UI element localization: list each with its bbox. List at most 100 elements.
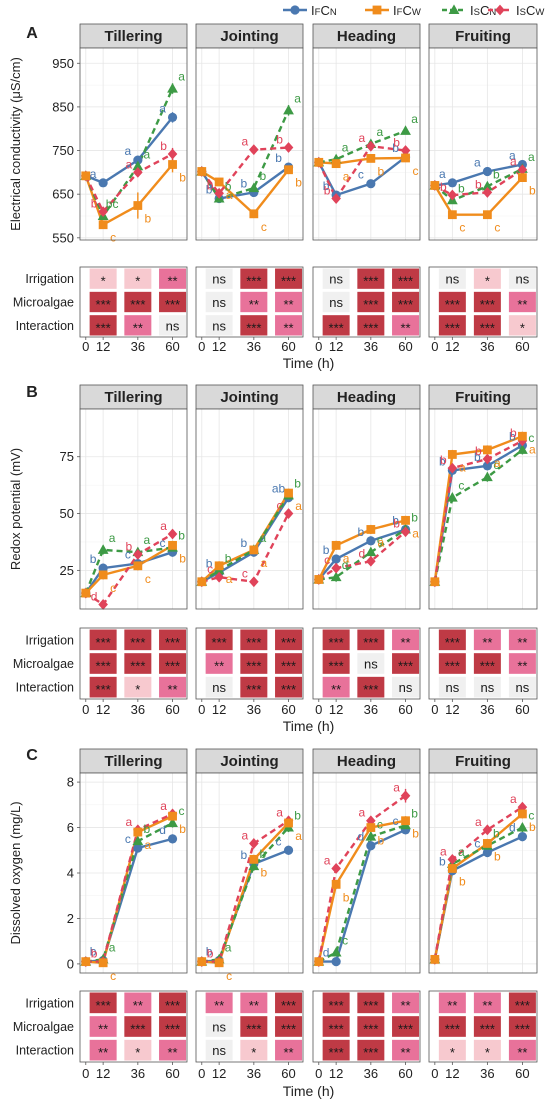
data-point-iscw <box>400 526 411 538</box>
plot-frame <box>79 772 188 974</box>
significance-table: ns *** ***ns *** ****** *** ** <box>312 266 421 338</box>
data-point-iscw <box>167 528 178 540</box>
significance-cell <box>508 653 536 674</box>
significance-cell <box>357 315 385 336</box>
plot-area <box>80 48 187 240</box>
facet-strip <box>195 748 304 774</box>
significance-cell <box>205 315 233 336</box>
significance-letter: c <box>125 548 131 562</box>
facet-strip <box>312 384 421 410</box>
significance-letter: b <box>160 139 167 153</box>
significance-cell <box>240 629 268 651</box>
plot-frame <box>79 47 188 241</box>
significance-cell <box>392 653 420 674</box>
y-tick-label: 750 <box>52 143 74 158</box>
x-tick-label: 60 <box>398 1066 412 1081</box>
significance-letter: d <box>357 830 364 844</box>
x-axis-label: Time (h) <box>283 1083 335 1099</box>
data-point-ifcn <box>482 461 492 471</box>
significance-letter: a <box>109 531 116 545</box>
significance-letter: a <box>510 155 517 169</box>
significance-letter: c <box>207 562 213 576</box>
data-point-ifcw <box>98 220 108 230</box>
significance-cell <box>392 992 420 1014</box>
significance-letter: bc <box>106 197 119 211</box>
data-point-iscw <box>331 193 341 204</box>
significance-cell <box>275 315 303 336</box>
significance-table: ** ** ***ns *** ***ns * ** <box>195 990 304 1063</box>
data-point-iscw <box>283 142 294 153</box>
significance-letter: c <box>528 431 534 445</box>
data-point-iscn <box>248 182 260 193</box>
significance-letter: a <box>393 781 400 795</box>
significance-letter: b <box>206 183 213 197</box>
significance-mark: ** <box>98 1022 108 1037</box>
x-tick-label: 36 <box>131 702 145 717</box>
significance-mark: *** <box>96 659 111 674</box>
significance-cell <box>205 268 233 289</box>
significance-cell <box>322 268 350 289</box>
series-line-iscw <box>200 146 289 196</box>
series-line-iscn <box>434 167 523 202</box>
significance-cell <box>508 1016 536 1037</box>
significance-letter: b <box>493 827 500 841</box>
significance-cell <box>275 291 303 313</box>
significance-table: *** *** ***** *** ***ns *** *** <box>195 627 304 700</box>
significance-letter: a <box>294 91 301 105</box>
significance-letter: b <box>411 510 418 524</box>
significance-letter: c <box>179 804 185 818</box>
data-point-ifcw <box>447 864 457 873</box>
significance-cell <box>473 268 501 289</box>
data-point-ifcw <box>284 488 293 498</box>
y-tick-label: 950 <box>52 56 74 71</box>
significance-mark: *** <box>329 998 344 1013</box>
significance-cell <box>159 676 187 698</box>
significance-table: *** *** ***** *** ****** *** ** <box>312 990 421 1063</box>
significance-cell <box>473 676 501 698</box>
significance-cell <box>322 653 350 674</box>
significance-mark: *** <box>281 635 296 650</box>
x-tick-label: 0 <box>315 1066 322 1081</box>
data-point-ifcw <box>430 577 440 587</box>
x-tick-label: 36 <box>247 339 261 354</box>
significance-letter: b <box>225 180 232 194</box>
significance-mark: * <box>135 274 140 289</box>
series-line-ifcn <box>201 496 290 583</box>
significance-cell <box>438 653 466 674</box>
series-line-iscw <box>85 812 173 963</box>
x-tick-label: 0 <box>315 339 322 354</box>
significance-cell <box>89 629 117 651</box>
significance-letter: a <box>376 125 383 139</box>
plot-frame <box>195 47 304 241</box>
significance-letter: a <box>109 940 116 954</box>
significance-letter: b <box>439 855 446 869</box>
y-tick-label: 6 <box>67 820 74 835</box>
significance-mark: ** <box>400 1045 410 1060</box>
significance-cell <box>438 1016 466 1037</box>
x-tick-label: 36 <box>364 702 378 717</box>
data-point-iscw <box>517 435 528 447</box>
significance-letter: a <box>343 551 350 565</box>
significance-letter: c <box>277 499 283 513</box>
facet-strip <box>195 384 304 410</box>
x-tick-label: 36 <box>364 1066 378 1081</box>
significance-letter: b <box>240 536 247 550</box>
significance-row-label: Interaction <box>16 319 74 333</box>
data-point-ifcw <box>81 957 91 967</box>
significance-cell <box>159 1039 187 1061</box>
significance-mark: ** <box>517 297 527 312</box>
significance-cell <box>275 1039 303 1061</box>
x-tick-label: 0 <box>198 702 205 717</box>
significance-letter: b <box>475 177 482 191</box>
facet-strip <box>79 748 188 774</box>
significance-letter: a <box>343 170 350 184</box>
significance-cell <box>89 1016 117 1037</box>
significance-letter: b <box>494 849 501 863</box>
significance-mark: *** <box>445 320 460 335</box>
significance-letter: c <box>458 479 464 493</box>
y-tick-label: 25 <box>60 563 74 578</box>
significance-mark: *** <box>329 659 344 674</box>
data-point-ifcw <box>482 839 492 848</box>
series-line-ifcn <box>317 528 406 581</box>
